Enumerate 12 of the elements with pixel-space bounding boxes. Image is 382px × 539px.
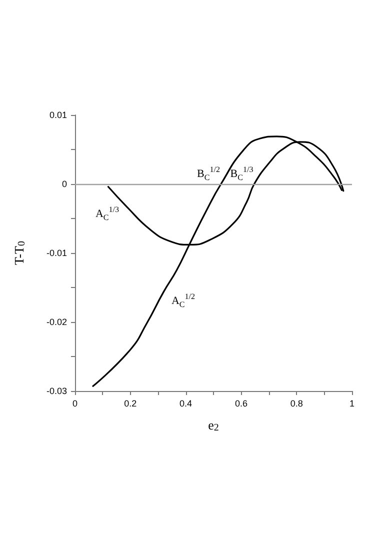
x-tick-label: 0.8 (290, 398, 303, 408)
y-tick-label: -0.01 (46, 248, 67, 258)
y-tick-label: -0.02 (46, 317, 67, 327)
y-tick-label: 0.01 (49, 110, 67, 120)
x-tick-label: 0 (72, 398, 78, 408)
y-tick-label: 0 (62, 179, 67, 189)
x-tick-label: 0.6 (234, 398, 248, 408)
x-tick-label: 0.2 (124, 398, 137, 408)
y-tick-label: -0.03 (46, 386, 67, 396)
x-tick-label: 1 (349, 398, 355, 408)
x-tick-label: 0.4 (180, 398, 192, 408)
y-axis-title: T-T0 (12, 240, 28, 266)
